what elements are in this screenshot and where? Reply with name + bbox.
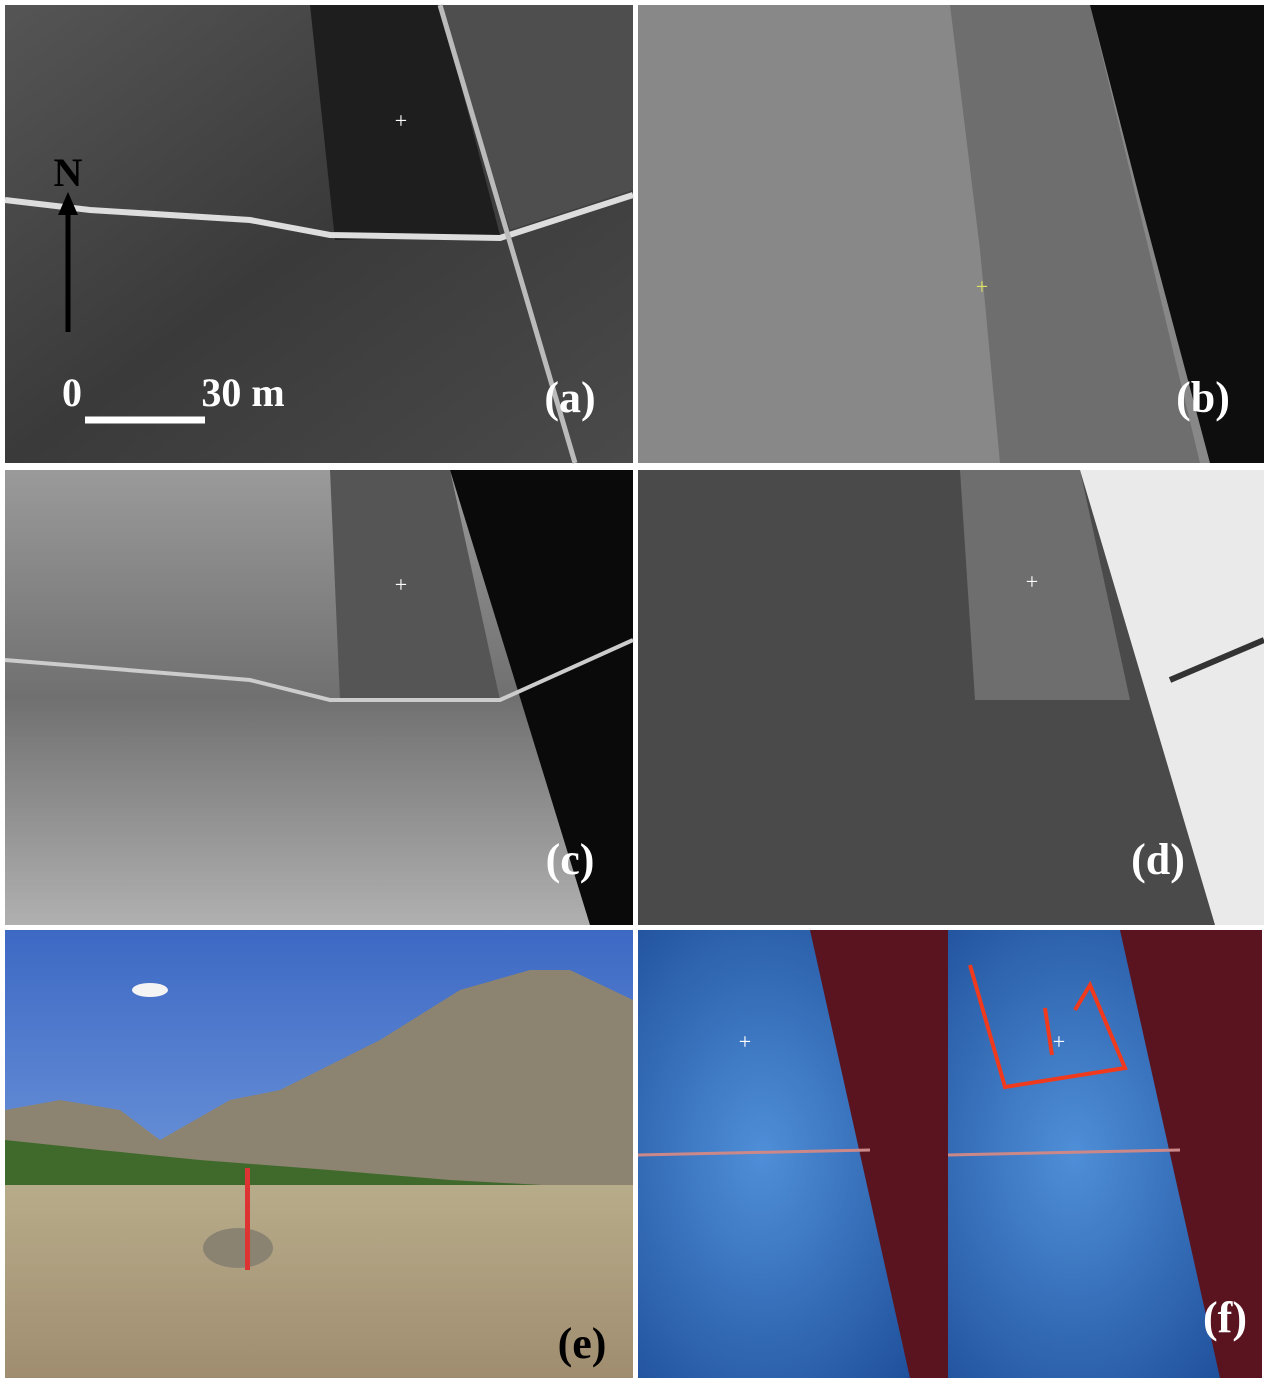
panel-label: (a)	[544, 373, 595, 422]
image-shape: +	[739, 1029, 751, 1054]
image-shape: +	[1026, 569, 1038, 594]
figure: + N 0 30 m (a) + (b) + (c) + (d) (e) + +…	[0, 0, 1264, 1381]
panel-f: + + (f)	[638, 930, 1262, 1378]
image-shape	[245, 1168, 250, 1270]
image-shape: +	[1053, 1029, 1065, 1054]
scale-end: 30 m	[201, 370, 284, 415]
panel-label: (b)	[1176, 373, 1230, 422]
image-shape	[5, 1185, 633, 1378]
image-shape	[203, 1228, 273, 1268]
scale-start: 0	[62, 370, 82, 415]
panel-a: + N 0 30 m (a)	[5, 5, 633, 463]
north-label: N	[54, 150, 83, 195]
image-shape: +	[395, 572, 407, 597]
image-shape	[132, 983, 168, 997]
panel-b: + (b)	[638, 5, 1264, 463]
panel-label: (f)	[1203, 1293, 1247, 1342]
image-shape: +	[976, 274, 988, 299]
panel-c: + (c)	[5, 470, 633, 925]
panel-e: (e)	[5, 930, 633, 1378]
panel-label: (c)	[546, 835, 595, 884]
panel-d: + (d)	[638, 470, 1264, 925]
panel-label: (d)	[1131, 835, 1185, 884]
panel-label: (e)	[558, 1319, 607, 1368]
image-shape: +	[395, 108, 407, 133]
